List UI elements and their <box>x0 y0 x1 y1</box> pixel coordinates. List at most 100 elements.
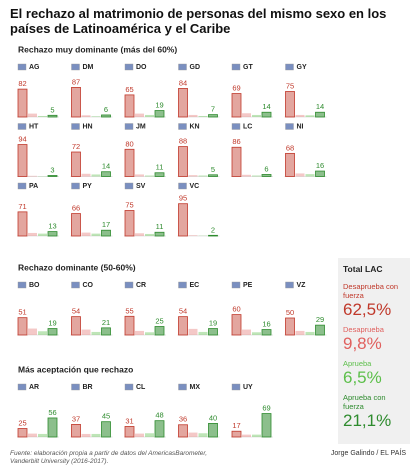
bar <box>81 329 91 335</box>
flag <box>231 63 241 71</box>
bar <box>28 433 37 437</box>
value-label: 5 <box>50 105 54 114</box>
bar <box>124 315 135 336</box>
bar <box>188 114 198 117</box>
value-label: 19 <box>48 319 56 328</box>
legend-label: Aprueba <box>343 359 372 368</box>
value-label: 21 <box>102 318 110 327</box>
value-label: 87 <box>72 77 80 86</box>
total-value: 62,5% <box>343 300 392 319</box>
bar <box>124 94 135 118</box>
value-label: 45 <box>102 412 110 421</box>
bar <box>47 328 58 336</box>
bar <box>17 317 28 336</box>
bar <box>38 115 47 117</box>
value-label: 36 <box>179 415 187 424</box>
bar <box>17 88 28 118</box>
bar <box>188 432 198 437</box>
country-code: SV <box>136 183 146 190</box>
bar <box>178 316 188 336</box>
value-label: 48 <box>155 411 163 420</box>
country-code: PY <box>83 183 93 190</box>
value-label: 5 <box>211 165 215 174</box>
bar <box>295 114 305 117</box>
value-label: 68 <box>286 143 294 152</box>
flag <box>124 63 134 71</box>
bar <box>154 231 165 237</box>
bar <box>145 433 154 437</box>
bar <box>154 326 165 336</box>
value-label: 29 <box>316 315 324 324</box>
bar <box>81 433 91 437</box>
flag <box>285 123 294 130</box>
value-label: 19 <box>155 101 163 110</box>
total-box: Total LAC Desaprueba con fuerza 62,5% Desa… <box>338 258 410 444</box>
value-label: 94 <box>18 135 26 144</box>
value-label: 19 <box>209 319 217 328</box>
flag <box>285 281 294 289</box>
country-code: CR <box>136 282 146 289</box>
bar <box>285 91 295 118</box>
country-code: HT <box>29 123 39 130</box>
country-code: BR <box>83 384 93 391</box>
bar <box>261 329 272 336</box>
flag <box>231 281 241 289</box>
bar <box>135 174 144 177</box>
value-label: 69 <box>232 84 240 93</box>
value-label: 7 <box>211 105 215 114</box>
bar <box>208 234 218 237</box>
value-label: 31 <box>125 416 133 425</box>
bar <box>47 417 58 438</box>
bar <box>305 115 315 117</box>
value-label: 16 <box>316 161 324 170</box>
section-title: Más aceptación que rechazo <box>18 364 133 374</box>
flag <box>71 123 80 130</box>
bar <box>38 433 47 437</box>
bar <box>71 87 81 118</box>
bar <box>252 434 261 437</box>
flag <box>124 281 134 289</box>
country-code: EC <box>190 282 200 289</box>
country-code: AR <box>29 384 39 391</box>
value-label: 6 <box>104 105 108 114</box>
bar <box>71 213 81 237</box>
value-label: 3 <box>50 165 54 174</box>
value-label: 60 <box>232 305 240 314</box>
bar <box>91 233 101 236</box>
value-label: 16 <box>262 320 270 329</box>
total-value: 6,5% <box>343 368 382 387</box>
bar <box>47 175 58 177</box>
value-label: 17 <box>232 421 240 430</box>
value-label: 75 <box>125 200 133 209</box>
bar <box>91 116 101 117</box>
country-code: CO <box>83 282 94 289</box>
value-label: 6 <box>264 164 268 173</box>
bar <box>145 175 154 177</box>
total-title: Total LAC <box>343 264 383 274</box>
bar <box>145 332 154 335</box>
value-label: 37 <box>72 414 80 423</box>
country-code: CL <box>136 384 146 391</box>
value-label: 11 <box>156 163 164 172</box>
flag <box>178 123 187 130</box>
bar <box>178 146 188 177</box>
bar <box>261 413 272 438</box>
value-label: 75 <box>286 81 294 90</box>
bar <box>252 114 261 117</box>
section-title: Rechazo muy dominante (más del 60%) <box>18 44 177 54</box>
flag <box>124 383 134 391</box>
flag <box>17 383 27 391</box>
flag <box>71 63 80 71</box>
country-code: BO <box>29 282 40 289</box>
country-code: PE <box>243 282 253 289</box>
bar <box>101 229 111 237</box>
chart-title: El rechazo al matrimonio de personas del… <box>10 6 387 36</box>
bar <box>101 114 111 118</box>
country-code: GD <box>190 64 201 71</box>
bar <box>231 430 242 438</box>
bar <box>47 114 58 118</box>
bar <box>154 110 165 118</box>
bar <box>101 327 111 336</box>
bar <box>231 146 242 177</box>
